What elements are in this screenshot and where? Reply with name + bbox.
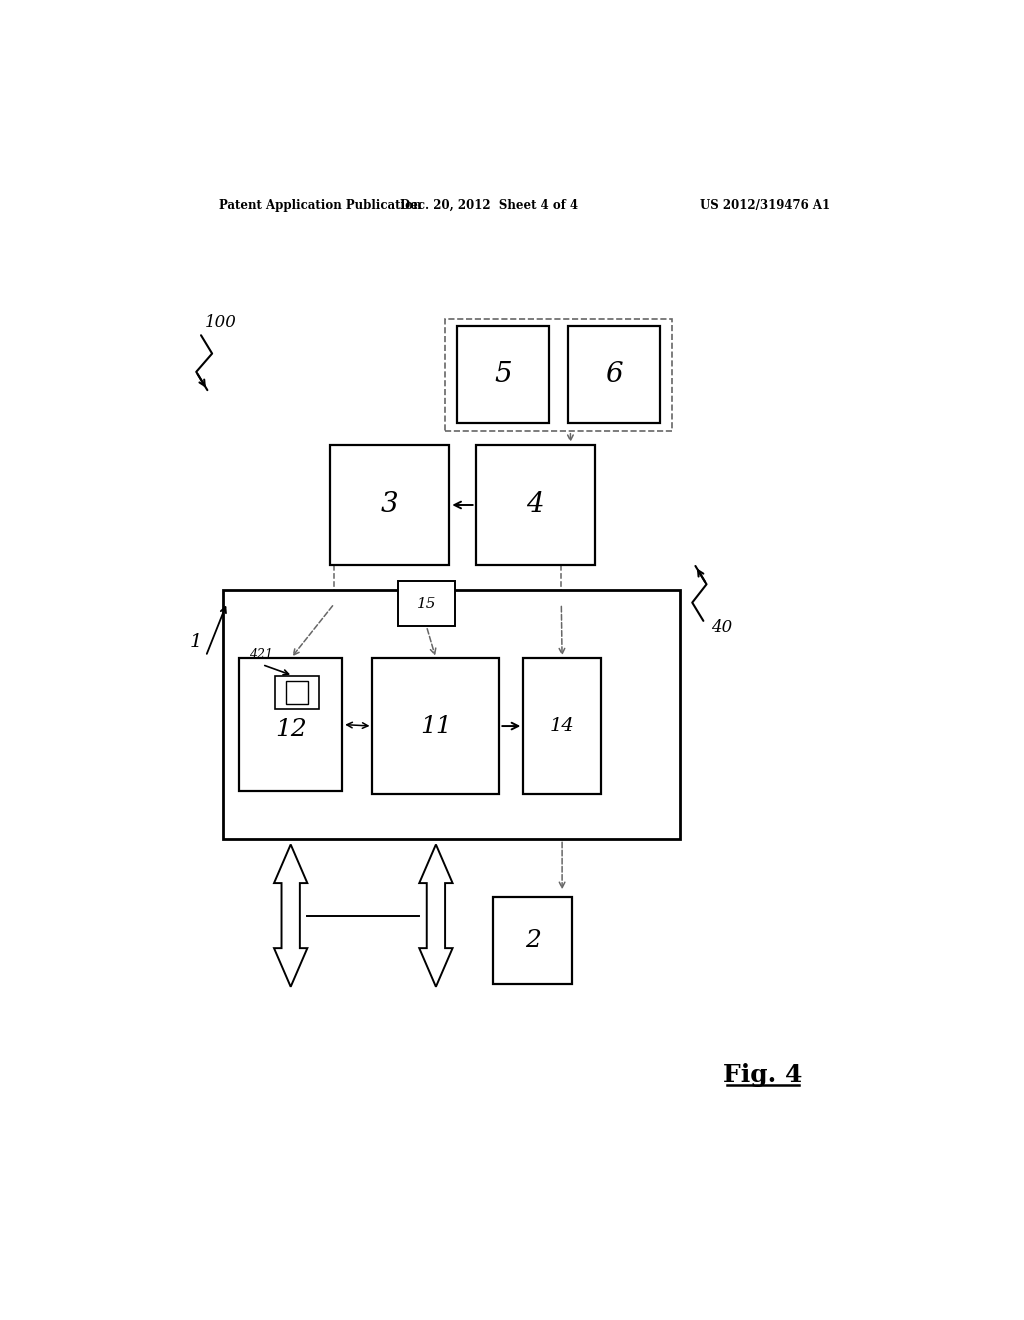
Text: Fig. 4: Fig. 4 bbox=[723, 1063, 803, 1088]
Text: Dec. 20, 2012  Sheet 4 of 4: Dec. 20, 2012 Sheet 4 of 4 bbox=[400, 199, 579, 213]
Bar bbox=[458, 326, 549, 422]
Bar bbox=[331, 445, 450, 565]
Text: 5: 5 bbox=[495, 360, 512, 388]
Bar bbox=[373, 659, 500, 793]
Text: 3: 3 bbox=[381, 491, 398, 519]
Bar bbox=[240, 659, 342, 791]
Text: 421: 421 bbox=[249, 648, 272, 660]
Bar bbox=[523, 659, 601, 793]
Bar bbox=[445, 319, 672, 430]
Bar bbox=[475, 445, 595, 565]
Polygon shape bbox=[419, 845, 453, 987]
Text: 1: 1 bbox=[189, 634, 202, 651]
Text: 11: 11 bbox=[420, 714, 452, 738]
Text: 14: 14 bbox=[550, 717, 574, 735]
Bar bbox=[397, 581, 455, 626]
Bar bbox=[568, 326, 659, 422]
Text: 4: 4 bbox=[526, 491, 544, 519]
Text: 40: 40 bbox=[712, 619, 732, 636]
Text: 100: 100 bbox=[205, 314, 237, 331]
Text: US 2012/319476 A1: US 2012/319476 A1 bbox=[700, 199, 830, 213]
Bar bbox=[286, 681, 307, 704]
Text: 12: 12 bbox=[274, 718, 306, 741]
Text: 6: 6 bbox=[605, 360, 623, 388]
Text: Patent Application Publication: Patent Application Publication bbox=[219, 199, 422, 213]
Bar bbox=[494, 898, 572, 983]
Polygon shape bbox=[274, 845, 307, 987]
Text: 15: 15 bbox=[417, 597, 436, 611]
Bar bbox=[275, 676, 318, 709]
Bar bbox=[223, 590, 680, 840]
Text: 2: 2 bbox=[524, 929, 541, 952]
